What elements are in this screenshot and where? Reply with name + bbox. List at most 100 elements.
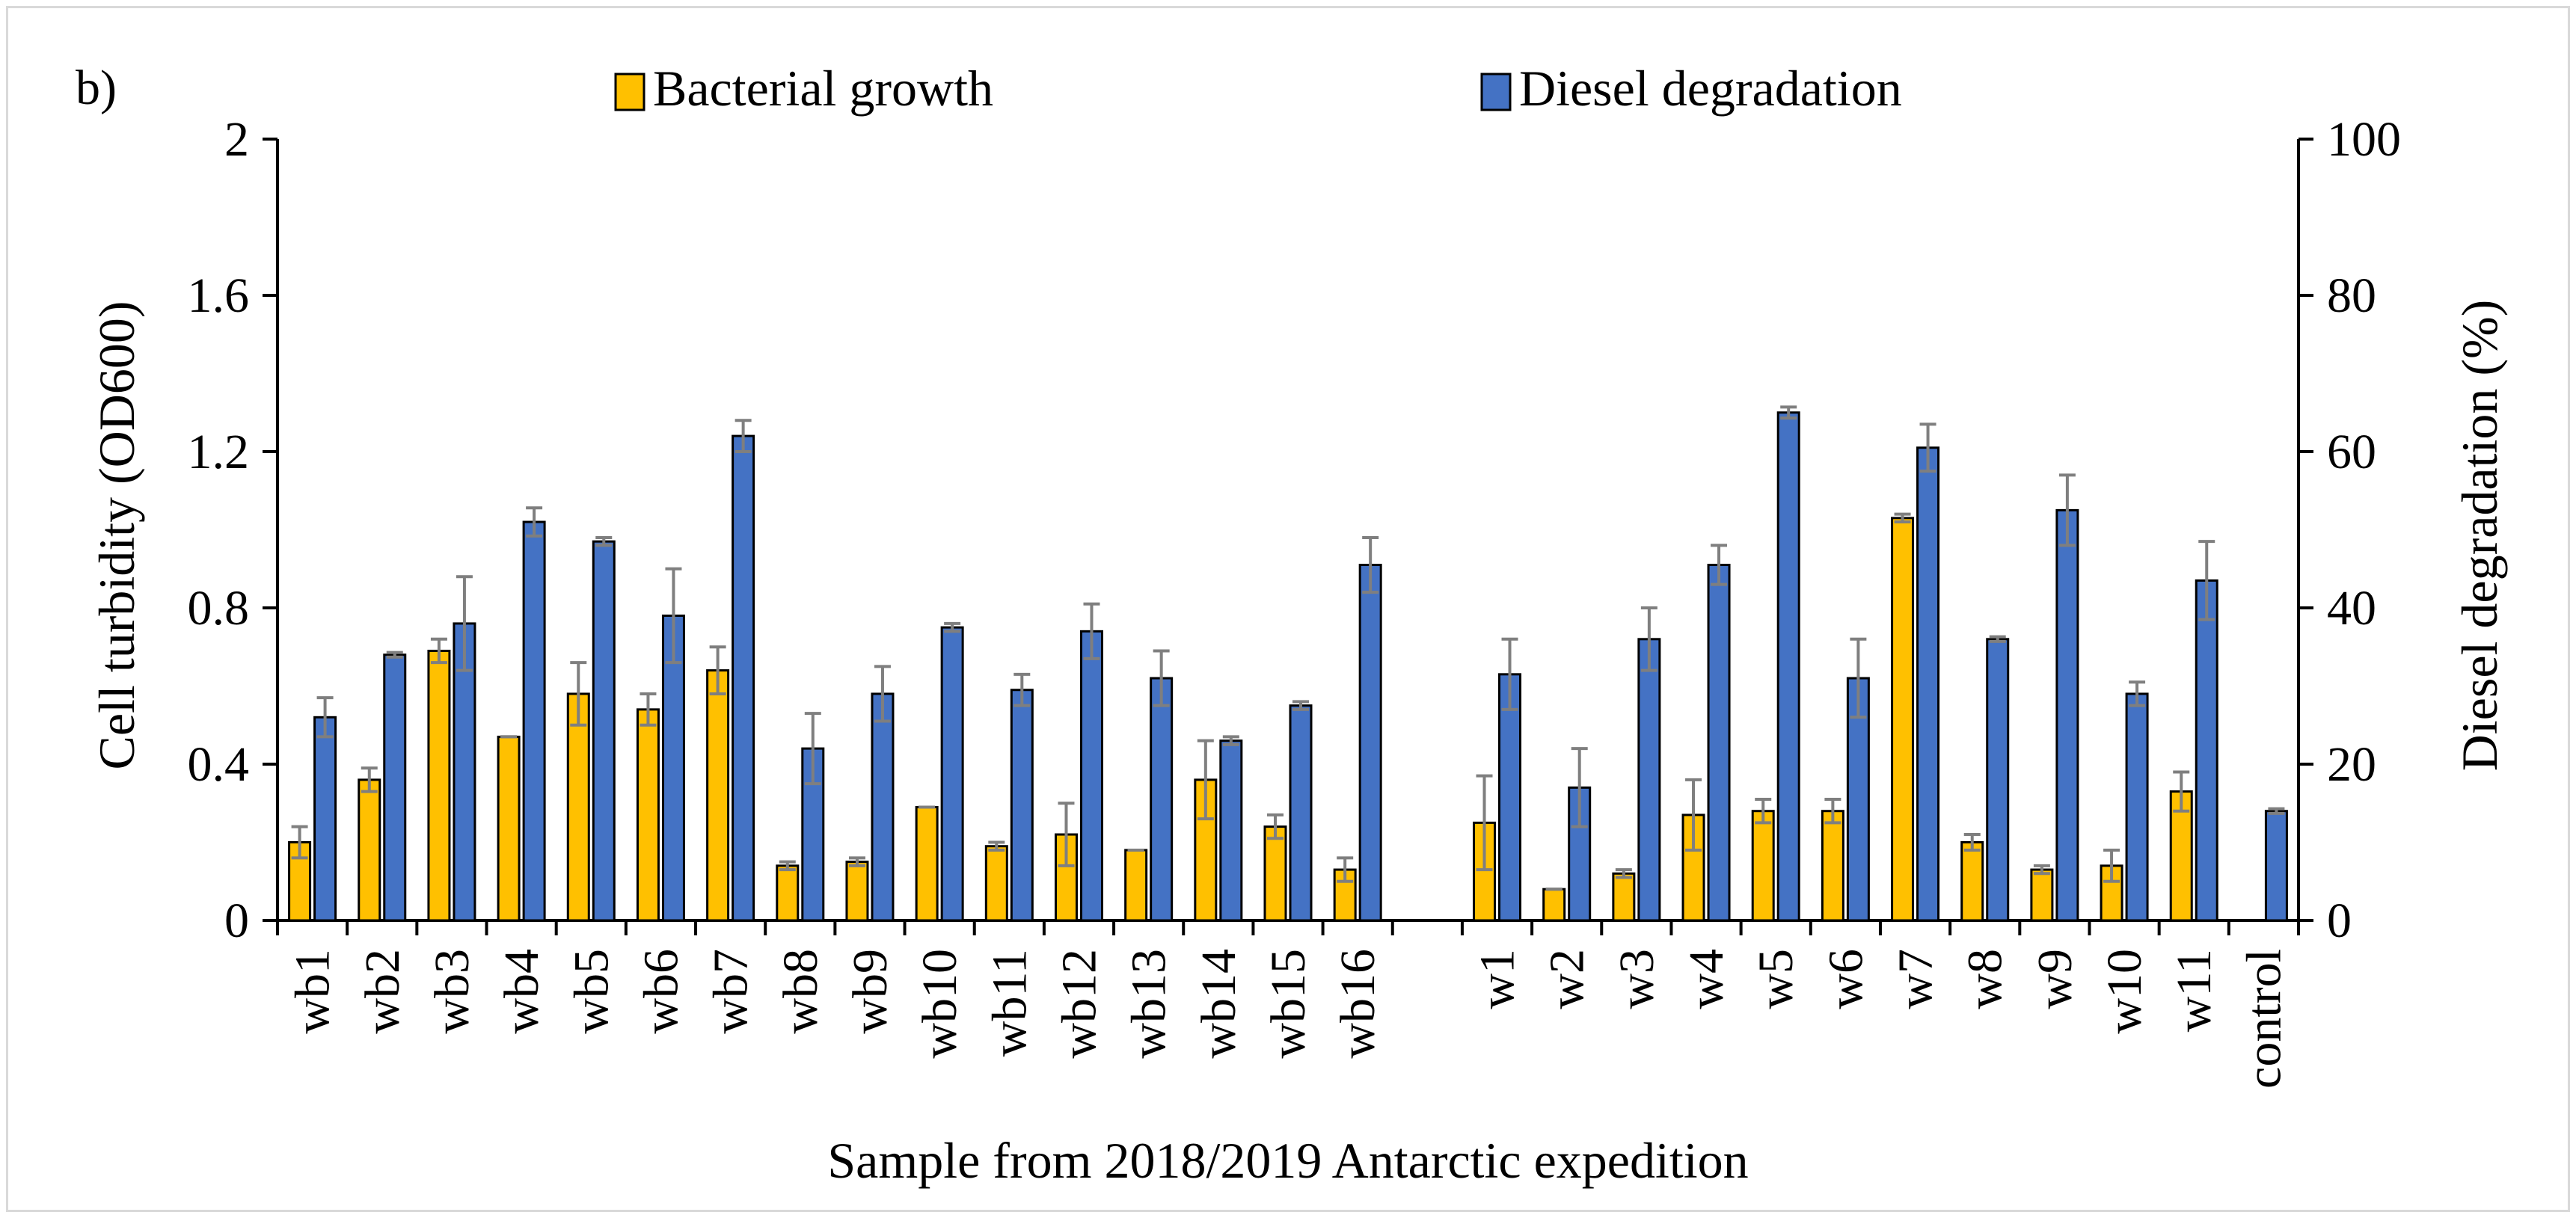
error-bar-bacterial-growth: [1824, 798, 1841, 825]
error-bar-bacterial-growth: [2173, 770, 2190, 813]
left-y-tick-label: 0.8: [188, 581, 250, 636]
legend-swatch-bacterial-growth: [614, 73, 645, 111]
error-bar-bacterial-growth: [1963, 833, 1981, 852]
error-bar-diesel-degradation: [1292, 700, 1309, 711]
error-bar-diesel-degradation: [1989, 635, 2006, 643]
error-bar-diesel-degradation: [1711, 544, 1728, 586]
x-tick-label: wb13: [1122, 949, 1177, 1059]
error-bar-diesel-degradation: [804, 712, 821, 786]
x-tick-label: wb7: [704, 949, 758, 1034]
error-bar-diesel-degradation: [1919, 422, 1936, 473]
bar-diesel-degradation: [1916, 446, 1940, 922]
x-tick-label: wb15: [1261, 949, 1316, 1059]
bar-diesel-degradation: [871, 692, 895, 922]
bar-diesel-degradation: [2264, 810, 2288, 922]
error-bar-diesel-degradation: [1640, 606, 1657, 672]
error-bar-bacterial-growth: [848, 856, 865, 867]
error-bar-diesel-degradation: [944, 621, 961, 633]
error-bar-diesel-degradation: [595, 535, 613, 547]
bar-diesel-degradation: [2195, 579, 2218, 922]
right-y-tick-label: 60: [2327, 425, 2376, 479]
chart: b) Bacterial growth Diesel degradation 0…: [76, 60, 2508, 1189]
x-tick-label: w10: [2097, 949, 2152, 1034]
error-bar-diesel-degradation: [2058, 473, 2076, 547]
error-bar-diesel-degradation: [2198, 540, 2215, 621]
right-y-tick-label: 100: [2327, 112, 2401, 167]
error-bar-bacterial-growth: [1755, 798, 1772, 825]
x-tick-label: control: [2236, 949, 2291, 1089]
legend-swatch-diesel-degradation: [1480, 73, 1512, 111]
bar-bacterial-growth: [358, 778, 381, 922]
error-bar-bacterial-growth: [361, 766, 378, 793]
error-bar-diesel-degradation: [1501, 637, 1518, 711]
chart-frame: b) Bacterial growth Diesel degradation 0…: [6, 6, 2570, 1212]
x-axis-title: Sample from 2018/2019 Antarctic expediti…: [827, 1132, 1748, 1189]
error-bar-diesel-degradation: [2268, 807, 2285, 815]
x-tick-label: wb10: [913, 949, 967, 1059]
bar-diesel-degradation: [1498, 673, 1522, 922]
x-tick-label: wb11: [982, 949, 1037, 1056]
x-tick-label: wb16: [1331, 949, 1385, 1059]
bar-diesel-degradation: [1986, 638, 2010, 922]
x-tick-label: wb12: [1052, 949, 1106, 1059]
bar-bacterial-growth: [1751, 810, 1775, 922]
error-bar-diesel-degradation: [735, 419, 752, 453]
bar-bacterial-growth: [1263, 825, 1287, 922]
error-bar-bacterial-growth: [2033, 864, 2050, 876]
error-bar-diesel-degradation: [456, 575, 473, 672]
bar-diesel-degradation: [1637, 638, 1661, 922]
x-tick-label: wb4: [494, 949, 549, 1034]
error-bar-diesel-degradation: [1013, 672, 1031, 707]
bar-diesel-degradation: [1150, 677, 1174, 922]
error-bar-diesel-degradation: [1850, 637, 1867, 719]
x-tick-label: w11: [2167, 949, 2221, 1032]
x-tick-label: w7: [1889, 949, 1943, 1009]
bar-bacterial-growth: [2030, 868, 2054, 922]
legend-label-diesel-degradation: Diesel degradation: [1519, 60, 1902, 117]
error-bar-bacterial-growth: [709, 645, 726, 695]
bar-diesel-degradation: [522, 520, 546, 922]
x-tick-label: w5: [1749, 949, 1803, 1009]
left-y-tick-label: 1.2: [188, 425, 250, 479]
left-y-axis-title: Cell turbidity (OD600): [88, 301, 145, 769]
bar-bacterial-growth: [1612, 872, 1636, 922]
right-y-axis-title: Diesel degradation (%): [2451, 300, 2508, 772]
x-tick-label: w1: [1471, 949, 1525, 1009]
bar-bacterial-growth: [1542, 888, 1566, 922]
x-tick-label: wb1: [286, 949, 340, 1034]
bar-diesel-degradation: [732, 434, 755, 922]
error-bar-diesel-degradation: [874, 665, 891, 723]
error-bar-bacterial-growth: [2103, 848, 2120, 883]
x-tick-label: w3: [1610, 949, 1664, 1009]
error-bar-bacterial-growth: [1894, 512, 1911, 524]
bar-bacterial-growth: [1124, 849, 1148, 922]
right-y-ticks: 0 20 40 60 80 100: [2299, 112, 2401, 948]
error-bars: [291, 405, 2285, 891]
error-bar-diesel-degradation: [1571, 747, 1588, 828]
error-bar-diesel-degradation: [1153, 649, 1170, 707]
bar-bacterial-growth: [1960, 841, 1984, 922]
bar-diesel-degradation: [1707, 564, 1731, 922]
legend: Bacterial growth Diesel degradation: [614, 60, 1902, 117]
right-y-tick-label: 80: [2327, 268, 2376, 323]
left-y-tick-label: 0.4: [188, 737, 250, 792]
bar-diesel-degradation: [1219, 739, 1243, 922]
right-y-tick-label: 0: [2327, 893, 2352, 948]
error-bar-diesel-degradation: [386, 650, 403, 659]
x-ticks: wb1 wb2 wb3 wb4 wb5 wb6 wb7 wb8 wb9 wb10 wb11 wb12 w…: [276, 920, 2300, 1089]
error-bar-bacterial-growth: [430, 637, 447, 665]
bar-diesel-degradation: [2125, 692, 2149, 922]
bar-diesel-degradation: [1358, 564, 1382, 922]
x-tick-label: wb8: [773, 949, 828, 1034]
bar-bacterial-growth: [984, 845, 1008, 922]
bar-diesel-degradation: [940, 626, 964, 922]
x-tick-label: wb3: [425, 949, 479, 1034]
bar-bacterial-growth: [776, 864, 800, 922]
x-tick-label: w8: [1958, 949, 2013, 1009]
error-bar-bacterial-growth: [291, 825, 308, 860]
x-tick-label: w4: [1679, 949, 1734, 1009]
error-bar-bacterial-growth: [1476, 774, 1493, 872]
error-bar-bacterial-growth: [1337, 856, 1354, 883]
left-y-ticks: 0 0.4 0.8 1.2 1.6 2: [188, 112, 277, 948]
x-tick-label: w9: [2028, 949, 2082, 1009]
